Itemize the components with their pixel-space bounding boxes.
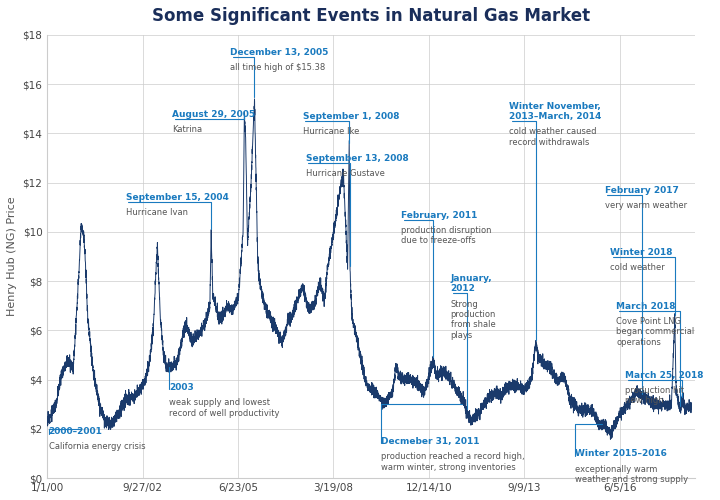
Text: Winter November,
2013–March, 2014: Winter November, 2013–March, 2014 bbox=[509, 102, 601, 121]
Text: January,
2012: January, 2012 bbox=[451, 274, 492, 293]
Text: production disruption
due to freeze-offs: production disruption due to freeze-offs bbox=[401, 226, 492, 245]
Text: Cove Point LNG
began commercial
operations: Cove Point LNG began commercial operatio… bbox=[616, 317, 694, 346]
Text: all time high of $15.38: all time high of $15.38 bbox=[230, 63, 325, 72]
Y-axis label: Henry Hub (NG) Price: Henry Hub (NG) Price bbox=[7, 196, 17, 316]
Text: Hurricane Ike: Hurricane Ike bbox=[302, 127, 359, 136]
Text: Decmeber 31, 2011: Decmeber 31, 2011 bbox=[381, 437, 480, 446]
Text: cold weather: cold weather bbox=[611, 262, 665, 272]
Title: Some Significant Events in Natural Gas Market: Some Significant Events in Natural Gas M… bbox=[152, 7, 590, 25]
Text: Hurricane Gustave: Hurricane Gustave bbox=[305, 169, 384, 178]
Text: Katrina: Katrina bbox=[172, 124, 202, 134]
Text: August 29, 2005: August 29, 2005 bbox=[172, 110, 255, 118]
Text: February, 2011: February, 2011 bbox=[401, 210, 477, 220]
Text: February 2017: February 2017 bbox=[605, 186, 678, 195]
Text: March 25, 2018: March 25, 2018 bbox=[625, 370, 703, 380]
Text: Hurricane Ivan: Hurricane Ivan bbox=[125, 208, 187, 218]
Text: production reached a record high,
warm winter, strong inventories: production reached a record high, warm w… bbox=[381, 452, 525, 471]
Text: December 13, 2005: December 13, 2005 bbox=[230, 48, 328, 57]
Text: weak supply and lowest
record of well productivity: weak supply and lowest record of well pr… bbox=[169, 398, 279, 417]
Text: 2003: 2003 bbox=[169, 383, 194, 392]
Text: Winter 2018: Winter 2018 bbox=[611, 248, 673, 256]
Text: cold weather caused
record withdrawals: cold weather caused record withdrawals bbox=[509, 127, 596, 146]
Text: very warm weather: very warm weather bbox=[605, 201, 687, 210]
Text: September 15, 2004: September 15, 2004 bbox=[125, 194, 228, 202]
Text: Strong
production
from shale
plays: Strong production from shale plays bbox=[451, 300, 496, 340]
Text: September 1, 2008: September 1, 2008 bbox=[302, 112, 399, 121]
Text: 2000–2001: 2000–2001 bbox=[48, 428, 102, 436]
Text: March 2018: March 2018 bbox=[616, 302, 675, 310]
Text: Winter 2015–2016: Winter 2015–2016 bbox=[575, 450, 667, 458]
Text: production hit
new high: production hit new high bbox=[625, 386, 684, 405]
Text: California energy crisis: California energy crisis bbox=[48, 442, 145, 452]
Text: September 13, 2008: September 13, 2008 bbox=[305, 154, 408, 163]
Text: exceptionally warm
weather and strong supply: exceptionally warm weather and strong su… bbox=[575, 464, 688, 484]
